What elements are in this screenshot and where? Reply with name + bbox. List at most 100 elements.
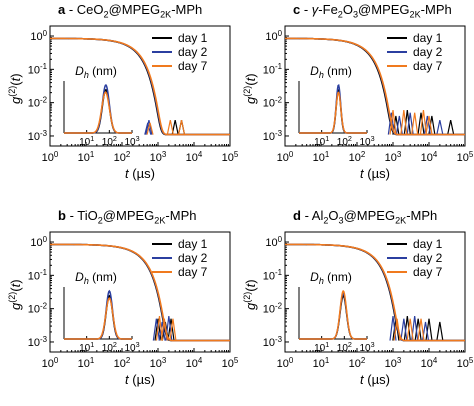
inset-x-tick-label: 101 [314,134,329,148]
inset-label: Dh (nm) [75,270,117,286]
x-axis-label: t (µs) [125,372,155,387]
legend-label: day 7 [413,265,443,279]
x-tick-label: 105 [457,356,474,370]
y-tick-label: 10-3 [28,129,48,143]
inset-x-tick-label: 101 [79,134,94,148]
chart-panel-c: c - γ-Fe2O3@MPEG2K-MPh 100 101 102 103 104 105… [242,2,474,181]
inset-peak-day-7 [64,91,132,134]
y-tick-label: 10-1 [263,268,283,282]
chart-panel-a: a - CeO2@MPEG2K-MPh 100 101 102 103 104 105 100… [7,2,239,181]
series-line-day-7 [285,37,465,136]
y-tick-label: 10-2 [28,95,47,109]
x-tick-label: 104 [186,150,203,164]
x-tick-label: 104 [421,150,438,164]
inset-label: Dh (nm) [75,64,117,80]
y-axis-label: g(2)(t) [242,73,258,104]
inset-x-tick-label: 102 [337,340,352,354]
legend-label: day 7 [413,59,443,73]
series-noise-day-7 [389,109,433,135]
panel-title: a - CeO2@MPEG2K-MPh [58,2,202,19]
panel-title: c - γ-Fe2O3@MPEG2K-MPh [293,2,452,19]
axes-frame [49,25,231,147]
x-tick-label: 103 [150,150,167,164]
legend-label: day 2 [178,45,208,59]
series-line-day-7 [50,243,230,342]
y-tick-label: 10-2 [263,95,282,109]
x-axis-label: t (µs) [360,166,390,181]
x-tick-label: 100 [42,356,59,370]
y-tick-label: 10-1 [28,62,48,76]
inset-peak-day-1 [299,294,367,340]
y-tick-label: 100 [30,235,47,249]
x-tick-label: 102 [349,150,366,164]
legend-label: day 1 [413,237,443,251]
series-line-day-7 [50,37,230,136]
legend-label: day 2 [413,45,443,59]
legend-label: day 1 [178,31,208,45]
inset-peak-day-2 [299,84,367,134]
panel-title: b - TiO2@MPEG2K-MPh [58,208,196,225]
x-tick-label: 100 [42,150,59,164]
inset-chart: Dh (nm) 101 102 103 [298,270,375,354]
series-noise-day-7 [393,318,425,341]
inset-peak-day-7 [64,297,132,340]
y-axis-label: g(2)(t) [7,73,23,104]
y-tick-label: 10-3 [263,129,283,143]
legend-label: day 2 [178,251,208,265]
legend-label: day 7 [178,265,208,279]
legend-label: day 1 [178,237,208,251]
y-tick-label: 100 [265,235,282,249]
x-tick-label: 103 [385,150,402,164]
series-noise-day-1 [392,109,455,135]
x-tick-label: 102 [114,356,131,370]
y-tick-label: 10-3 [28,335,48,349]
inset-x-tick-label: 102 [102,340,117,354]
series-noise-day-7 [146,119,186,135]
x-tick-label: 104 [421,356,438,370]
chart-panel-d: d - Al2O3@MPEG2K-MPh 100 101 102 103 104 105 10… [242,208,474,387]
x-tick-label: 102 [114,150,131,164]
y-tick-label: 10-1 [263,62,283,76]
series-noise-day-2 [387,112,444,135]
inset-x-tick-label: 101 [79,340,94,354]
inset-chart: Dh (nm) 101 102 103 [63,270,140,354]
axes-frame [49,231,231,353]
inset-x-tick-label: 101 [314,340,329,354]
y-tick-label: 10-2 [263,301,282,315]
inset-chart: Dh (nm) 101 102 103 [298,64,375,148]
axes-frame [284,25,466,147]
inset-peak-day-2 [299,292,367,340]
legend-label: day 1 [413,31,443,45]
x-tick-label: 104 [186,356,203,370]
axes-frame [284,231,466,353]
inset-chart: Dh (nm) 101 102 103 [63,64,140,148]
inset-label: Dh (nm) [310,64,352,80]
inset-x-tick-label: 102 [337,134,352,148]
y-tick-label: 100 [265,29,282,43]
x-tick-label: 105 [457,150,474,164]
inset-x-tick-label: 103 [124,340,139,354]
inset-label: Dh (nm) [310,270,352,286]
x-axis-label: t (µs) [360,372,390,387]
inset-peak-day-7 [299,289,367,340]
x-tick-label: 101 [313,356,330,370]
y-tick-label: 10-2 [28,301,47,315]
inset-x-tick-label: 102 [102,134,117,148]
chart-panel-b: b - TiO2@MPEG2K-MPh 100 101 102 103 104 105 100… [7,208,239,387]
y-tick-label: 10-1 [28,268,48,282]
x-tick-label: 105 [222,356,239,370]
x-tick-label: 100 [277,356,294,370]
panel-title: d - Al2O3@MPEG2K-MPh [293,208,437,225]
inset-x-tick-label: 103 [359,340,374,354]
x-tick-label: 103 [150,356,167,370]
inset-peak-day-1 [64,294,132,340]
y-tick-label: 100 [30,29,47,43]
inset-peak-day-1 [299,88,367,134]
inset-peak-day-7 [299,91,367,134]
x-tick-label: 105 [222,150,239,164]
legend-label: day 7 [178,59,208,73]
x-tick-label: 101 [78,356,95,370]
